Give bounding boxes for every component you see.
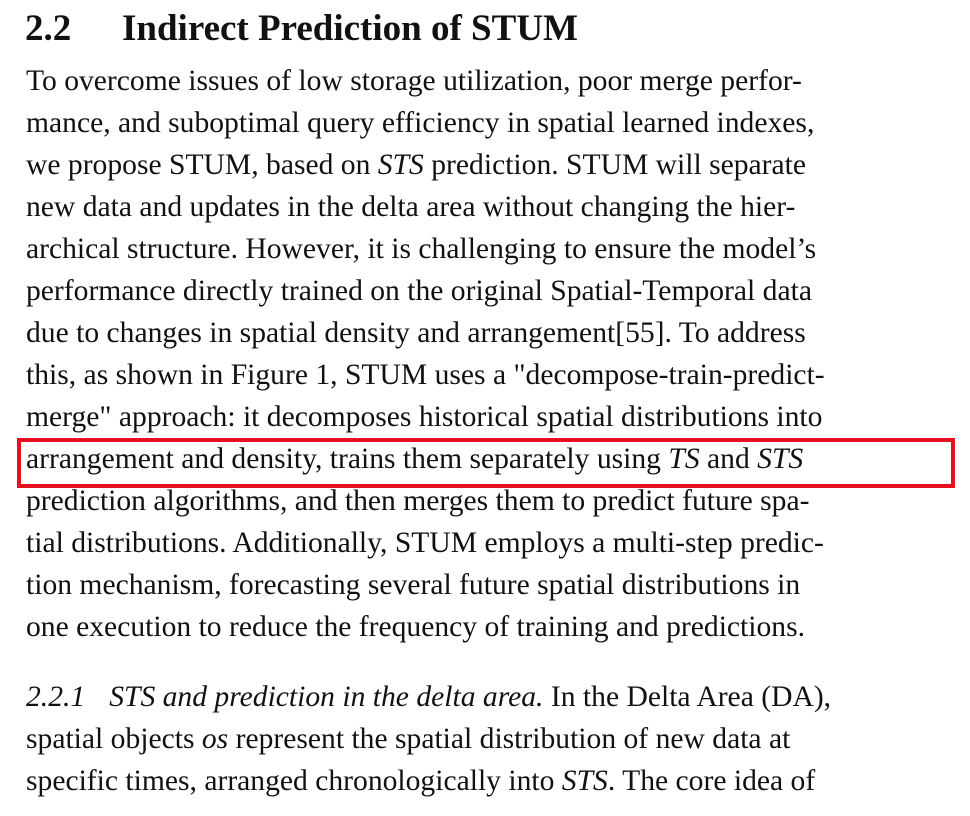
text-run: merge" approach: it decomposes historica… <box>26 401 823 433</box>
text-run: To overcome issues of low storage utiliz… <box>26 65 802 97</box>
highlight-box <box>17 438 955 488</box>
paragraph-line: tion mechanism, forecasting several futu… <box>26 564 800 606</box>
paragraph-line: one execution to reduce the frequency of… <box>26 606 805 648</box>
paragraph-line: performance directly trained on the orig… <box>26 270 812 312</box>
paragraph-line: tial distributions. Additionally, STUM e… <box>26 522 824 564</box>
paragraph-line: we propose STUM, based on STS prediction… <box>26 144 806 186</box>
text-run: arrangement and density, trains them sep… <box>26 443 669 475</box>
text-run: tial distributions. Additionally, STUM e… <box>26 527 824 559</box>
paragraph-line: due to changes in spatial density and ar… <box>26 312 806 354</box>
italic-term: TS <box>668 443 700 475</box>
subsection-number: 2.2.1 <box>26 681 86 713</box>
text-run: mance, and suboptimal query efficiency i… <box>26 107 815 139</box>
section-number: 2.2 <box>25 8 72 49</box>
text-run: we propose STUM, based on <box>26 149 378 181</box>
paragraph-line: new data and updates in the delta area w… <box>26 186 795 228</box>
text-run: one execution to reduce the frequency of… <box>26 611 806 643</box>
paragraph-line: mance, and suboptimal query efficiency i… <box>26 102 814 144</box>
paragraph-line: archical structure. However, it is chall… <box>26 228 816 270</box>
text-run: spatial objects <box>26 723 202 755</box>
text-run: prediction algorithms, and then merges t… <box>26 485 810 517</box>
subsection-title: STS and prediction in the delta area. <box>109 681 544 713</box>
subsection-line-1: 2.2.1 STS and prediction in the delta are… <box>26 676 831 718</box>
paragraph-line: this, as shown in Figure 1, STUM uses a … <box>26 354 825 396</box>
text-run: represent the spatial distribution of ne… <box>228 723 791 755</box>
paragraph-line: merge" approach: it decomposes historica… <box>26 396 822 438</box>
subsection-line-2: spatial objects os represent the spatial… <box>26 718 790 760</box>
paragraph-line: arrangement and density, trains them sep… <box>26 438 803 480</box>
text-run: specific times, arranged chronologically… <box>26 765 562 797</box>
text-run: new data and updates in the delta area w… <box>26 191 796 223</box>
section-title: Indirect Prediction of STUM <box>122 8 578 49</box>
text-run: prediction. STUM will separate <box>423 149 807 181</box>
italic-term: STS <box>561 765 608 797</box>
text-run: tion mechanism, forecasting several futu… <box>26 569 801 601</box>
subsection-text-line: In the Delta Area (DA), <box>550 681 832 713</box>
text-run: performance directly trained on the orig… <box>26 275 812 307</box>
section-heading: 2.2 Indirect Prediction of STUM <box>25 6 578 52</box>
subsection-line-3: specific times, arranged chronologically… <box>26 760 815 802</box>
italic-term: os <box>201 723 229 755</box>
italic-term: STS <box>377 149 424 181</box>
paragraph-line: To overcome issues of low storage utiliz… <box>26 60 802 102</box>
italic-term: STS <box>757 443 804 475</box>
text-run: this, as shown in Figure 1, STUM uses a … <box>26 359 825 391</box>
text-run: . The core idea of <box>607 765 816 797</box>
paragraph-line: prediction algorithms, and then merges t… <box>26 480 809 522</box>
text-run: archical structure. However, it is chall… <box>26 233 817 265</box>
text-run: due to changes in spatial density and ar… <box>26 317 806 349</box>
text-run: and <box>699 443 758 475</box>
